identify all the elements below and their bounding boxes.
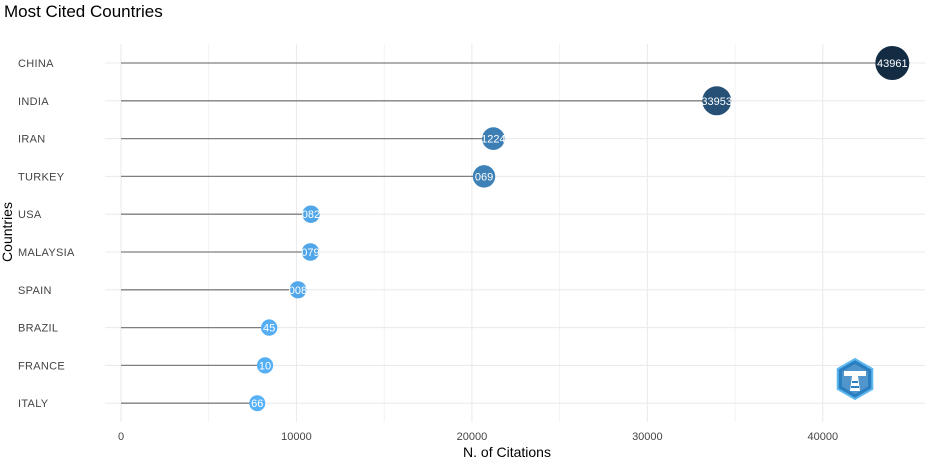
dot-india bbox=[702, 86, 732, 116]
dot-malaysia bbox=[301, 243, 320, 261]
x-tick-labels: 0 10000 20000 30000 40000 bbox=[118, 431, 838, 443]
dot-usa bbox=[302, 205, 320, 223]
category-label: USA bbox=[18, 209, 42, 221]
x-tick-label: 10000 bbox=[281, 431, 312, 443]
category-label: IRAN bbox=[18, 134, 45, 146]
category-label: FRANCE bbox=[18, 360, 65, 372]
value-label-turkey: 069 bbox=[475, 171, 493, 183]
dot-france bbox=[256, 357, 274, 374]
x-tick-label: 30000 bbox=[632, 431, 663, 443]
category-label: INDIA bbox=[18, 96, 49, 108]
y-tick-labels: CHINA INDIA IRAN TURKEY USA MALAYSIA SPAIN BRAZ… bbox=[18, 58, 75, 410]
category-label: MALAYSIA bbox=[18, 247, 75, 259]
dot-italy bbox=[249, 395, 266, 412]
dot-spain bbox=[289, 281, 307, 299]
dot-iran bbox=[482, 127, 505, 150]
category-label: CHINA bbox=[18, 58, 54, 70]
dot-china bbox=[875, 46, 910, 80]
category-label: ITALY bbox=[18, 398, 49, 410]
value-label-usa: 082 bbox=[302, 209, 320, 221]
value-label-brazil: 45 bbox=[263, 323, 275, 335]
value-label-india: 33953 bbox=[701, 96, 732, 108]
category-label: BRAZIL bbox=[18, 323, 58, 335]
value-label-spain: 008 bbox=[289, 285, 307, 297]
value-label-malaysia: 079 bbox=[301, 247, 319, 259]
lollipop-dots: 43961 33953 1224 069 082 079 008 45 10 66 bbox=[249, 46, 910, 412]
dot-brazil bbox=[261, 319, 278, 336]
hexagon-lighthouse-logo bbox=[836, 357, 874, 401]
category-label: SPAIN bbox=[18, 285, 52, 297]
x-tick-label: 20000 bbox=[457, 431, 488, 443]
value-label-france: 10 bbox=[259, 360, 271, 372]
chart-title: Most Cited Countries bbox=[4, 2, 163, 21]
x-tick-label: 40000 bbox=[808, 431, 839, 443]
lollipop-stems bbox=[121, 62, 893, 404]
x-axis-label: N. of Citations bbox=[463, 444, 551, 459]
category-label: TURKEY bbox=[18, 171, 65, 183]
value-label-iran: 1224 bbox=[481, 134, 505, 146]
value-label-italy: 66 bbox=[251, 398, 263, 410]
y-axis-label: Countries bbox=[0, 202, 15, 262]
value-label-china: 43961 bbox=[877, 58, 908, 70]
x-tick-label: 0 bbox=[118, 431, 124, 443]
dot-turkey bbox=[472, 165, 496, 188]
